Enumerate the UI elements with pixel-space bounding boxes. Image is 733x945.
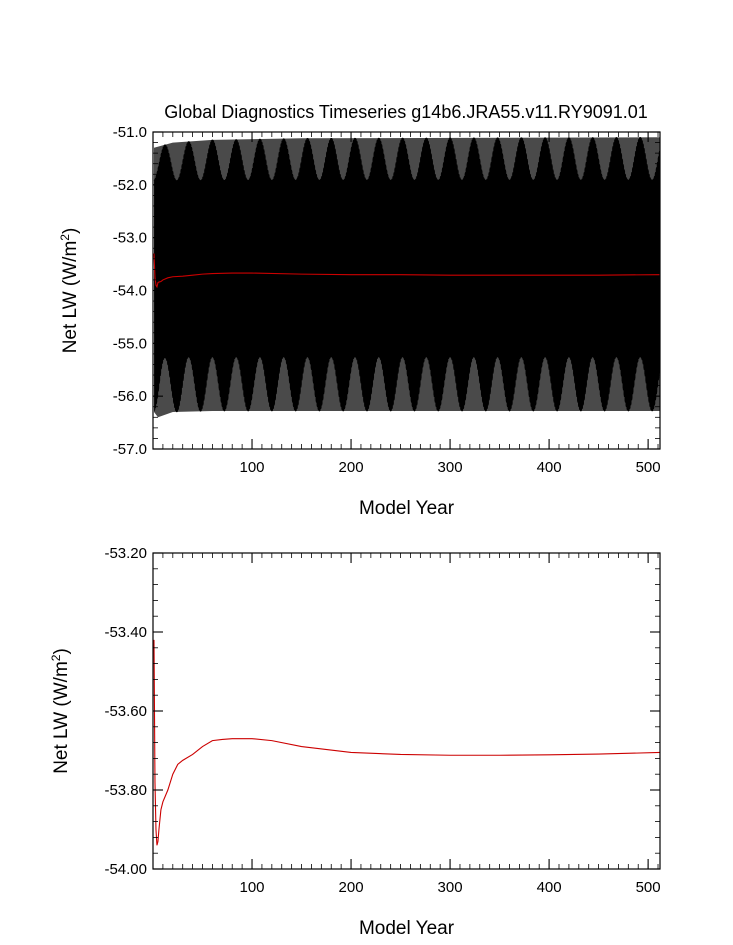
annual-mean-line bbox=[153, 253, 660, 289]
bottom-panel-x-axis-title: Model Year bbox=[359, 918, 455, 939]
top-panel-axes: 100 200 300 400 500 -57.0 -56.0 -55.0 -54.0 -53.0… bbox=[113, 124, 661, 476]
y-tick-label: -53.40 bbox=[104, 624, 147, 641]
y-tick-label: -57.0 bbox=[113, 441, 147, 458]
bottom-panel-marks bbox=[153, 639, 660, 846]
x-tick-label: 400 bbox=[537, 459, 562, 476]
chart-title: Global Diagnostics Timeseries g14b6.JRA5… bbox=[164, 102, 648, 122]
bottom-panel-frame bbox=[152, 552, 661, 870]
y-tick-label: -55.0 bbox=[113, 335, 147, 352]
x-tick-label: 200 bbox=[339, 879, 364, 896]
top-panel-marks bbox=[153, 136, 660, 418]
bottom-panel: 100 200 300 400 500 -54.00 -53.80 -53.60 -53.40 -… bbox=[49, 545, 661, 939]
x-tick-label: 200 bbox=[339, 459, 364, 476]
bottom-panel-ylabel-superscript: 2 bbox=[49, 654, 63, 661]
x-tick-label: 100 bbox=[240, 879, 265, 896]
top-panel: 100 200 300 400 500 -57.0 -56.0 -55.0 -54.0 -53.0… bbox=[58, 124, 661, 519]
x-tick-label: 500 bbox=[636, 879, 661, 896]
y-tick-label: -54.0 bbox=[113, 283, 147, 300]
y-tick-label: -53.0 bbox=[113, 230, 147, 247]
y-tick-label: -53.80 bbox=[104, 782, 147, 799]
y-tick-label: -51.0 bbox=[113, 124, 147, 141]
bottom-panel-y-axis-title: Net LW (W/m2) bbox=[49, 648, 72, 774]
x-tick-label: 300 bbox=[438, 879, 463, 896]
top-panel-ylabel-main: Net LW (W/m bbox=[60, 241, 81, 354]
bottom-panel-ylabel-close: ) bbox=[51, 648, 72, 654]
monthly-series-line bbox=[153, 136, 660, 413]
y-tick-label: -54.00 bbox=[104, 861, 147, 878]
top-panel-ylabel-close: ) bbox=[60, 228, 81, 234]
top-panel-y-axis-title: Net LW (W/m2) bbox=[58, 228, 81, 354]
y-tick-label: -52.0 bbox=[113, 177, 147, 194]
top-panel-x-axis-title: Model Year bbox=[359, 498, 455, 519]
x-tick-label: 500 bbox=[636, 459, 661, 476]
y-tick-label: -56.0 bbox=[113, 388, 147, 405]
bottom-panel-ylabel-main: Net LW (W/m bbox=[51, 661, 72, 774]
y-tick-label: -53.20 bbox=[104, 545, 147, 562]
annual-mean-line bbox=[153, 639, 660, 846]
x-tick-label: 300 bbox=[438, 459, 463, 476]
top-panel-ylabel-superscript: 2 bbox=[58, 234, 72, 241]
x-tick-label: 400 bbox=[537, 879, 562, 896]
y-tick-label: -53.60 bbox=[104, 703, 147, 720]
x-tick-label: 100 bbox=[240, 459, 265, 476]
bottom-panel-axes: 100 200 300 400 500 -54.00 -53.80 -53.60 -53.40 -… bbox=[104, 545, 660, 896]
